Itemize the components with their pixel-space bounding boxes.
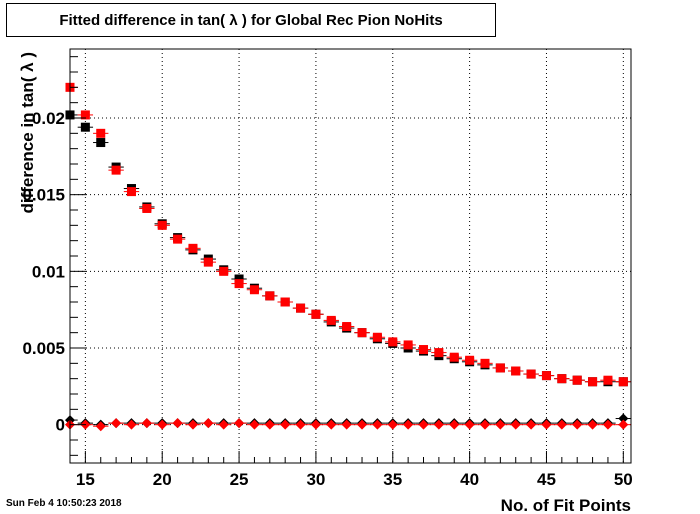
red-square-point	[572, 375, 582, 385]
red-diamond-point	[587, 419, 598, 430]
red-diamond-point	[326, 419, 337, 430]
timestamp: Sun Feb 4 10:50:23 2018	[6, 498, 122, 509]
grid-lines	[70, 49, 631, 463]
black-square-point	[96, 138, 106, 148]
x-axis: 15 20 25 30 35 40 45 50	[69, 451, 633, 489]
plot-frame	[69, 48, 632, 464]
red-square-point	[342, 322, 352, 332]
black-square-point	[234, 274, 244, 284]
red-square-point	[203, 257, 213, 267]
red-diamond-point	[541, 419, 552, 430]
red-diamond-point	[187, 419, 198, 430]
red-square-point	[511, 366, 521, 376]
red-diamond-point	[111, 418, 122, 429]
red-square-point	[296, 303, 306, 313]
black-square-point	[80, 122, 90, 132]
red-square-point	[326, 315, 336, 325]
red-square-point	[372, 332, 382, 342]
chart-title: Fitted difference in tan( λ ) for Global…	[6, 3, 496, 37]
red-diamond-point	[249, 419, 260, 430]
red-square-point	[403, 340, 413, 350]
x-tick-label: 40	[460, 470, 479, 489]
red-square-point	[526, 369, 536, 379]
x-tick-label: 35	[383, 470, 402, 489]
x-tick-label: 25	[230, 470, 249, 489]
red-diamond-point	[341, 419, 352, 430]
red-square-point	[480, 358, 490, 368]
red-square-point	[419, 345, 429, 355]
red-diamond-point	[464, 419, 475, 430]
red-square-point	[234, 279, 244, 289]
red-square-point	[434, 348, 444, 358]
red-diamond-point	[280, 419, 291, 430]
red-diamond-point	[357, 419, 368, 430]
red-diamond-point	[264, 419, 275, 430]
x-tick-label: 20	[153, 470, 172, 489]
y-axis-title: difference in tan( λ )	[18, 52, 37, 214]
x-tick-label: 30	[306, 470, 325, 489]
x-tick-label: 50	[614, 470, 633, 489]
red-square-point	[157, 220, 167, 230]
red-square-point	[188, 243, 198, 253]
red-square-point	[111, 165, 121, 175]
red-square-point	[495, 363, 505, 373]
red-diamond-point	[157, 419, 168, 430]
red-square-point	[311, 309, 321, 319]
red-square-point	[465, 355, 475, 365]
red-diamond-point	[218, 419, 229, 430]
red-diamond-point	[372, 419, 383, 430]
red-diamond-point	[203, 418, 214, 429]
red-diamond-point	[172, 418, 183, 429]
y-tick-label: 0	[56, 416, 65, 435]
red-square-point	[557, 374, 567, 384]
red-diamond-point	[572, 419, 583, 430]
red-square-point	[618, 377, 628, 387]
y-tick-label: 0.005	[22, 339, 65, 358]
red-square-point	[280, 297, 290, 307]
red-diamond-point	[526, 419, 537, 430]
red-square-point	[249, 285, 259, 295]
red-diamond-point	[310, 419, 321, 430]
red-square-point	[588, 377, 598, 387]
red-square-point	[142, 203, 152, 213]
red-diamond-point	[556, 419, 567, 430]
red-square-point	[219, 266, 229, 276]
red-diamond-point	[387, 419, 398, 430]
red-diamond-point	[126, 419, 137, 430]
red-diamond-point	[449, 419, 460, 430]
red-square-point	[449, 352, 459, 362]
red-diamond-point	[295, 419, 306, 430]
red-square-point	[265, 291, 275, 301]
red-square-point	[603, 375, 613, 385]
red-square-point	[96, 128, 106, 138]
red-square-point	[80, 110, 90, 120]
red-diamond-point	[479, 419, 490, 430]
y-tick-label: 0.01	[32, 262, 65, 281]
x-tick-label: 45	[537, 470, 556, 489]
red-diamond-point	[495, 419, 506, 430]
red-diamond-point	[510, 419, 521, 430]
data-markers	[65, 82, 631, 432]
red-diamond-point	[141, 418, 152, 429]
red-diamond-point	[618, 419, 629, 430]
y-tick-label: 0.02	[32, 109, 65, 128]
red-square-point	[126, 187, 136, 197]
red-square-point	[541, 371, 551, 381]
y-axis: 0 0.005 0.01 0.015 0.02	[22, 56, 86, 456]
black-diamond-point	[618, 413, 629, 424]
red-diamond-point	[418, 419, 429, 430]
red-square-point	[173, 234, 183, 244]
red-diamond-point	[602, 419, 613, 430]
red-diamond-point	[95, 421, 106, 432]
x-tick-label: 15	[76, 470, 95, 489]
y-tick-label: 0.015	[22, 186, 65, 205]
red-square-point	[388, 337, 398, 347]
red-square-point	[357, 328, 367, 338]
x-axis-title: No. of Fit Points	[501, 496, 631, 514]
red-diamond-point	[403, 419, 414, 430]
red-diamond-point	[433, 419, 444, 430]
red-diamond-point	[234, 418, 245, 429]
